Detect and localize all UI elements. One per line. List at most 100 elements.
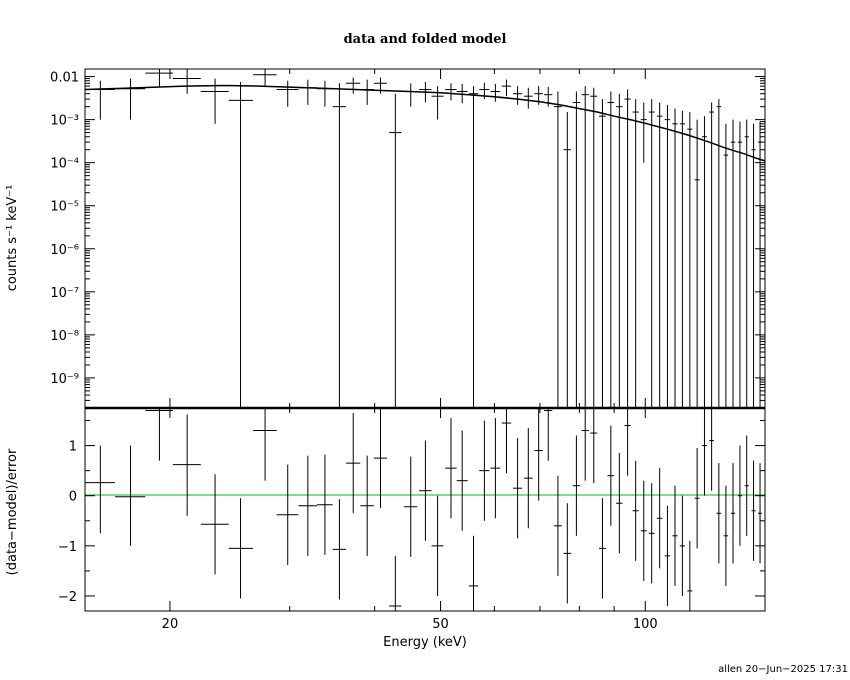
- data-point-42: [672, 108, 678, 408]
- residual-point-29: [563, 503, 572, 604]
- data-point-14: [389, 93, 402, 408]
- bottom-y-tick-label: 1: [69, 440, 77, 455]
- data-point-1: [114, 78, 146, 120]
- data-point-38: [640, 102, 647, 163]
- folded-model-curve: [84, 84, 766, 162]
- x-tick-label: 50: [432, 617, 449, 632]
- data-point-7: [276, 80, 299, 107]
- bottom-y-axis-label: (data−model)/error: [5, 448, 20, 575]
- residual-point-35: [616, 453, 623, 554]
- top-panel-frame: [84, 68, 766, 409]
- data-point-29: [563, 112, 572, 408]
- top-panel: 0.01 10⁻³ 10⁻⁴ 10⁻⁵ 10⁻⁶ 10⁻⁷ 10⁻⁸ 10⁻⁹: [50, 68, 766, 410]
- bottom-axes: 20 50 100 −2 −1 0 1: [58, 408, 765, 632]
- residual-point-51: [737, 445, 743, 546]
- data-point-49: [723, 123, 729, 408]
- data-point-30: [572, 91, 581, 408]
- data-point-8: [298, 79, 317, 105]
- x-tick-label: 20: [162, 617, 179, 632]
- data-point-34: [607, 91, 615, 408]
- residual-point-0: [85, 445, 115, 534]
- residual-point-49: [723, 485, 729, 586]
- residual-point-36: [624, 408, 631, 476]
- residual-point-52: [744, 435, 749, 536]
- data-point-2: [145, 69, 173, 87]
- residual-point-26: [534, 408, 543, 501]
- data-point-33: [598, 99, 606, 408]
- x-tick-label: 100: [633, 617, 658, 632]
- residual-point-14: [389, 555, 402, 611]
- residual-marks: [85, 408, 763, 611]
- residual-point-37: [632, 460, 639, 561]
- top-model-line: [84, 84, 766, 410]
- data-point-35: [616, 93, 623, 408]
- residual-point-2: [145, 408, 173, 461]
- top-y-tick-label: 10⁻⁸: [50, 329, 79, 344]
- residual-point-45: [694, 448, 700, 549]
- residual-point-34: [607, 425, 615, 526]
- residual-point-50: [730, 463, 736, 564]
- residual-point-23: [501, 408, 512, 474]
- residual-point-41: [664, 505, 671, 606]
- data-point-25: [523, 87, 533, 109]
- residual-point-44: [687, 540, 693, 611]
- residual-point-39: [648, 483, 655, 584]
- residual-point-54: [758, 463, 763, 564]
- data-point-32: [590, 87, 598, 408]
- bottom-y-tick-label: 0: [69, 490, 77, 505]
- residual-point-24: [512, 438, 523, 539]
- residual-point-1: [114, 445, 146, 546]
- residual-point-15: [404, 456, 418, 557]
- residual-point-22: [490, 418, 501, 519]
- footer-timestamp: allen 20−Jun−2025 17:31: [718, 664, 848, 675]
- top-data-marks: [85, 69, 763, 408]
- residual-point-43: [679, 495, 685, 596]
- x-axis-label: Energy (keV): [383, 635, 467, 650]
- residual-point-47: [709, 408, 714, 491]
- data-point-46: [702, 116, 707, 408]
- residual-point-33: [598, 498, 606, 599]
- data-point-22: [490, 83, 501, 102]
- data-point-39: [648, 99, 655, 408]
- data-point-15: [404, 83, 418, 107]
- data-point-3: [172, 69, 201, 94]
- residual-point-48: [716, 463, 722, 564]
- residual-point-17: [431, 495, 444, 596]
- residual-point-9: [316, 454, 333, 555]
- residual-point-18: [445, 418, 457, 519]
- residual-point-4: [200, 474, 229, 575]
- data-point-31: [581, 86, 589, 408]
- residual-point-28: [553, 475, 562, 576]
- data-point-18: [445, 83, 457, 101]
- residual-point-53: [751, 460, 756, 561]
- residual-point-42: [672, 485, 678, 586]
- data-point-52: [744, 119, 749, 408]
- top-y-tick-label: 10⁻⁹: [50, 372, 79, 387]
- data-point-28: [553, 91, 562, 408]
- residual-point-38: [640, 480, 647, 581]
- data-point-53: [751, 123, 756, 408]
- residual-point-8: [298, 455, 317, 556]
- data-point-40: [656, 102, 663, 408]
- data-point-11: [345, 77, 361, 94]
- top-y-tick-label: 10⁻⁷: [50, 286, 79, 301]
- top-y-axis-label: counts s⁻¹ keV⁻¹: [5, 185, 20, 292]
- residual-point-7: [276, 464, 299, 565]
- bottom-panel-frame: [84, 407, 766, 612]
- residual-point-19: [456, 430, 468, 531]
- data-point-43: [679, 110, 685, 408]
- data-point-24: [512, 86, 523, 105]
- residual-point-25: [523, 428, 533, 529]
- data-point-51: [737, 121, 743, 408]
- data-point-9: [316, 80, 333, 107]
- top-y-tick-label: 10⁻⁶: [50, 243, 79, 258]
- bottom-y-tick-label: −1: [58, 540, 77, 555]
- top-y-tick-label: 10⁻⁴: [50, 157, 79, 172]
- data-point-20: [468, 86, 479, 408]
- residual-point-3: [172, 414, 201, 516]
- chart-title: data and folded model: [344, 32, 507, 47]
- bottom-panel: 20 50 100 −2 −1 0 1: [58, 407, 766, 632]
- top-y-tick-label: 0.01: [50, 71, 79, 86]
- top-axes: 0.01 10⁻³ 10⁻⁴ 10⁻⁵ 10⁻⁶ 10⁻⁷ 10⁻⁸ 10⁻⁹: [50, 69, 765, 409]
